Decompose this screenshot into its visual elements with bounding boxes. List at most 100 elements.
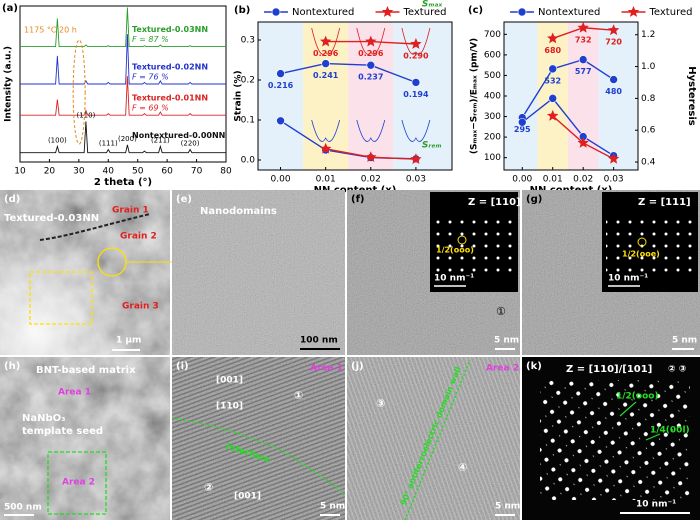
peak-label: (110): [77, 111, 96, 119]
y2-tick-label: 0.6: [641, 126, 656, 136]
marker: [381, 6, 394, 17]
marker: [547, 109, 559, 121]
direction-label: [1̄10]: [216, 402, 243, 412]
interface-line: [171, 417, 346, 496]
arrow: [645, 433, 661, 441]
panel-label: (f): [351, 194, 365, 205]
area-marker: ② ③: [668, 365, 686, 375]
marker: [411, 78, 421, 87]
charts: (a) 10 20 30 40 50 60 70 80 2 theta (°) Intensity …: [2, 0, 697, 196]
zone-axis: Z = [110]: [468, 197, 521, 208]
grain-boundary: [39, 213, 151, 241]
marker: [319, 35, 332, 47]
series-line: [20, 76, 226, 116]
grain-label: Grain 3: [122, 302, 159, 312]
y-axis-label: Strain (%): [234, 70, 244, 121]
y2-tick-label: 1.0: [641, 62, 656, 72]
area-marker: ②: [204, 481, 213, 494]
peak-label: (200): [118, 135, 137, 143]
x-tick-label: 10: [14, 167, 26, 177]
panel-e: (e) Nanodomains 100 nm: [172, 190, 345, 355]
scale-label: 10 nm⁻¹: [434, 274, 474, 284]
band: [598, 22, 638, 170]
panel-g: (g) Z = [111] 1/2(ooe) 10 nm⁻¹ 5 nm: [522, 190, 700, 355]
marker: [410, 153, 422, 165]
x-tick-label: 0.03: [604, 175, 624, 185]
value-label: 295: [514, 125, 531, 134]
y-tick-label: 0.1: [241, 116, 255, 126]
legend-label: Textured: [649, 7, 693, 18]
diffraction-spots: [606, 214, 694, 278]
arrow: [619, 401, 637, 417]
zone-axis: Z = [111]: [638, 197, 691, 208]
marker: [366, 60, 376, 70]
x-tick-label: 0.02: [361, 175, 381, 185]
x-tick-label: 20: [44, 167, 56, 177]
selection-box: [29, 271, 93, 325]
marker: [577, 21, 589, 33]
marker: [578, 55, 588, 64]
series-label: Textured-0.02NN: [132, 63, 208, 72]
y-tick-label: 0.3: [241, 36, 255, 46]
series-label: Textured-0.03NN: [132, 25, 208, 34]
region-label: BNT-based matrix: [36, 365, 136, 376]
series-f-label: F = 69 %: [132, 104, 169, 113]
panel-label: (i): [176, 361, 189, 372]
x-axis-label: 2 theta (°): [94, 177, 152, 188]
spot-label: 1/2(ooe): [622, 250, 660, 259]
y-tick-label: 200: [484, 133, 501, 143]
panel-label: (j): [351, 361, 364, 372]
marker: [271, 7, 281, 17]
area-marker: ①: [496, 305, 506, 318]
y-tick-label: 700: [484, 30, 501, 40]
grain-label: Grain 1: [112, 206, 149, 216]
marker: [577, 136, 589, 148]
tem-tone: [172, 190, 345, 355]
series-line: [521, 58, 615, 118]
marker: [609, 75, 618, 84]
peak-label: (220): [181, 140, 200, 148]
panel-k: (k) Z = [110]/[101] ② ③ 1/2(ooo) 1/4(00l…: [522, 357, 700, 520]
x-tick-label: 80: [220, 167, 232, 177]
x-tick-label: 60: [161, 167, 173, 177]
peak-label: (111): [99, 140, 118, 148]
diffraction-spots: [540, 380, 690, 500]
highlight: [72, 39, 86, 145]
scale-label: 5 nm: [672, 336, 697, 346]
peak-label: (211): [151, 136, 170, 144]
spot-marker: [637, 237, 647, 247]
marker: [365, 35, 377, 47]
panel-label: (c): [468, 5, 483, 16]
y-tick-label: 0.2: [241, 76, 255, 86]
y-tick-label: 500: [484, 71, 501, 81]
value-label: 0.290: [403, 52, 429, 61]
panel-label: (e): [176, 194, 192, 205]
series-f-label: F = 76 %: [132, 73, 169, 82]
area-label: Area 1: [58, 388, 91, 398]
scale-label: 5 nm: [494, 336, 519, 346]
band: [348, 22, 394, 170]
marker: [365, 151, 377, 163]
marker: [547, 32, 559, 44]
legend-label: Nontextured: [292, 7, 354, 18]
scale-label: 10 nm⁻¹: [636, 500, 676, 510]
x-tick-label: 0.01: [316, 175, 336, 185]
series-line: [521, 97, 615, 157]
sample-label: Textured-0.03NN: [4, 213, 99, 224]
area-marker: ③: [376, 397, 385, 410]
y-axis-label: (Sₘₐₓ−Sᵣₑₘ)/Eₘₐₓ (pm/V): [470, 38, 480, 154]
scale-label: 5 nm: [495, 502, 520, 512]
spot-label: 1/2(ooo): [436, 246, 474, 255]
area-marker: ④: [458, 461, 467, 474]
value-label: 0.296: [358, 49, 384, 58]
loop-inset: [356, 119, 386, 142]
region-label: NaNbO₃: [22, 413, 66, 424]
panel-label: (h): [4, 361, 20, 372]
panel-label: (g): [526, 194, 542, 205]
loop-inset: [356, 27, 386, 55]
value-label: 577: [575, 67, 592, 76]
annotation: 1175 °C 20 h: [24, 26, 77, 35]
region-label: template seed: [22, 426, 103, 437]
value-label: 720: [605, 38, 622, 47]
